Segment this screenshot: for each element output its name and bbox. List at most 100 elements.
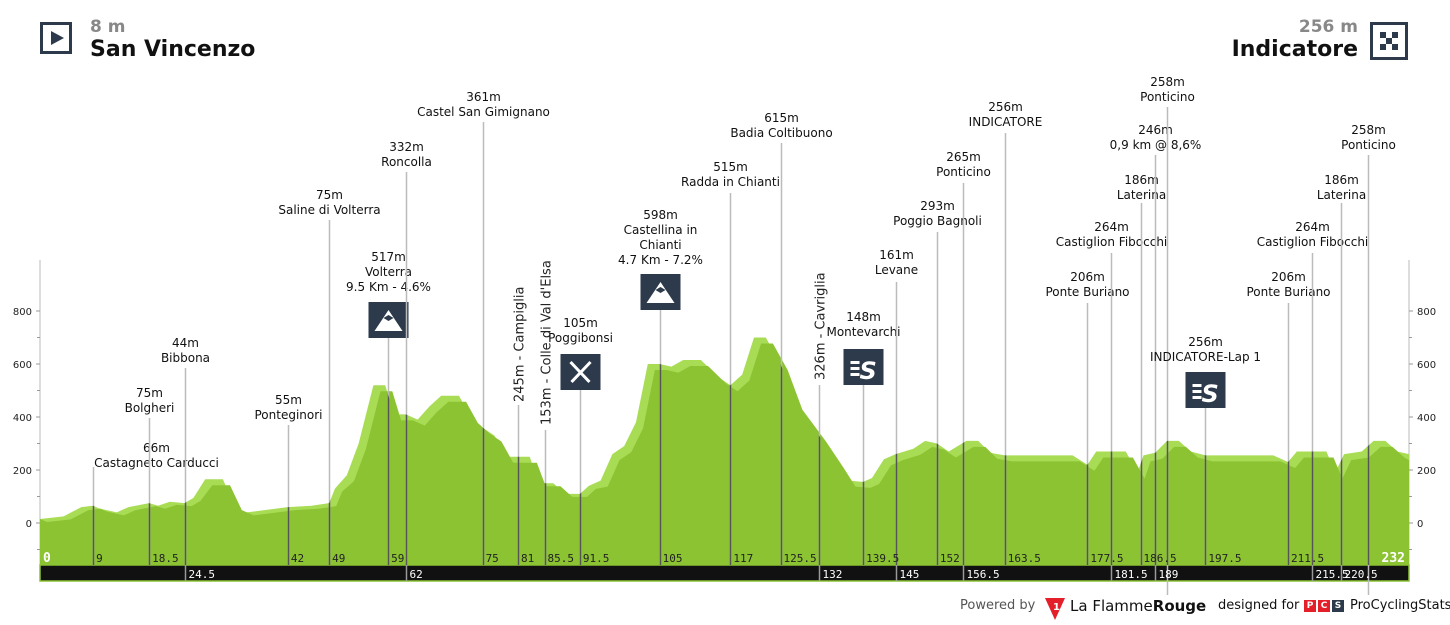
marker-label-elev: 598m [643, 208, 678, 222]
marker-label-elev: 161m [879, 248, 914, 262]
mountain-icon [640, 274, 681, 310]
km-label-top: 152 [940, 552, 960, 565]
marker-label-name: Volterra [365, 265, 412, 279]
marker-label-name: Saline di Volterra [278, 203, 380, 217]
pcs-logo: P C S [1304, 600, 1344, 612]
speed-line [850, 361, 860, 364]
km-label-top: 75 [486, 552, 499, 565]
km-label-top: 125.5 [784, 552, 817, 565]
marker-label-name: INDICATORE [969, 115, 1043, 129]
marker-label-elev: 515m [713, 160, 748, 174]
marker-label-name: Levane [875, 263, 918, 277]
feed-zone-icon [560, 354, 601, 390]
km-label-top: 85.5 [548, 552, 575, 565]
designed-for-label: designed for [1218, 598, 1300, 613]
icon-bg [1185, 372, 1226, 408]
mountain-snow [655, 287, 666, 293]
marker-label-elev: 256m [988, 100, 1023, 114]
km-label-bottom: 145 [900, 568, 920, 581]
marker-label-elev: 75m [316, 188, 343, 202]
y-tick-label-right: 800 [1417, 307, 1436, 318]
marker-label-elev: 55m [275, 393, 302, 407]
km-label-top: 18.5 [152, 552, 179, 565]
marker-label-name: Montevarchi [826, 325, 900, 339]
y-tick-label-left: 600 [13, 360, 32, 371]
km-label-top: 197.5 [1208, 552, 1241, 565]
y-tick-label-right: 400 [1417, 413, 1436, 424]
marker-label-name: Castagneto Carducci [94, 456, 219, 470]
brand-part-2: Rouge [1152, 597, 1207, 615]
km-label-bottom: 156.5 [967, 568, 1000, 581]
svg-text:1: 1 [1053, 602, 1060, 613]
marker-label-name: Poggio Bagnoli [893, 214, 982, 228]
sprint-icon: S [843, 349, 884, 385]
speed-line [1192, 390, 1202, 393]
marker-label-elev: 258m [1351, 123, 1386, 137]
marker-label-elev: 66m [143, 441, 170, 455]
marker-label-elev: 332m [389, 140, 424, 154]
sprint-s: S [1202, 380, 1219, 408]
marker-label-extra: 4.7 Km - 7.2% [618, 253, 703, 267]
marker-label-name: INDICATORE-Lap 1 [1150, 350, 1261, 364]
marker-label-name: Ponticino [936, 165, 991, 179]
y-tick-label-right: 600 [1417, 360, 1436, 371]
km-bar [39, 564, 1410, 582]
km-label-top: 177.5 [1090, 552, 1123, 565]
marker-label-name: Castel San Gimignano [417, 105, 550, 119]
marker-label-elev: 264m [1295, 220, 1330, 234]
km-label-top: 91.5 [583, 552, 610, 565]
marker-label-name: Radda in Chianti [681, 175, 780, 189]
speed-line [850, 373, 860, 376]
pcs-letter-p: P [1304, 600, 1316, 612]
flamme-rouge-logo-icon: 1 [1045, 598, 1065, 624]
pcs-letter-s: S [1332, 600, 1344, 612]
y-tick-label-right: 200 [1417, 466, 1436, 477]
marker-label-name: Castiglion Fibocchi [1056, 235, 1168, 249]
y-tick-label-left: 200 [13, 466, 32, 477]
marker-label-rotated: 326m - Cavriglia [814, 272, 829, 380]
marker-label-name2: Chianti [639, 238, 681, 252]
flamme-rouge-brand[interactable]: La FlammeRouge [1070, 597, 1206, 615]
speed-line [850, 367, 860, 370]
marker-label-name: Castellina in [624, 223, 698, 237]
marker-label-elev: 148m [846, 310, 881, 324]
brand-part-1: La Flamme [1070, 597, 1153, 615]
start-name: San Vincenzo [90, 37, 256, 62]
km-label-top: 105 [663, 552, 683, 565]
marker-label-name: Laterina [1117, 188, 1166, 202]
km-label-bottom: 24.5 [189, 568, 216, 581]
start-elevation: 8 m [90, 17, 126, 37]
marker-label-elev: 105m [563, 316, 598, 330]
play-start-icon [40, 22, 72, 54]
marker-label-name: Ponte Buriano [1045, 285, 1129, 299]
km-label-top: 186.5 [1144, 552, 1177, 565]
km-label-bottom: 132 [823, 568, 843, 581]
speed-line [1192, 384, 1202, 387]
mountain-icon [368, 302, 409, 338]
marker-label-rotated: 153m - Colle di Val d'Elsa [540, 260, 555, 425]
km-label-top: 42 [291, 552, 304, 565]
marker-label-name: Ponticino [1140, 90, 1195, 104]
procyclingstats-link[interactable]: ProCyclingStats [1350, 598, 1450, 613]
finish-name: Indicatore [1231, 37, 1358, 62]
marker-label-elev: 517m [371, 250, 406, 264]
km-label-top: 232 [1382, 551, 1405, 566]
marker-label-elev: 258m [1150, 75, 1185, 89]
km-label-bottom: 220.5 [1345, 568, 1378, 581]
marker-label-elev: 246m [1138, 123, 1173, 137]
fork [570, 360, 592, 384]
marker-label-name: Poggibonsi [548, 331, 613, 345]
marker-label-elev: 186m [1124, 173, 1159, 187]
y-tick-label-left: 400 [13, 413, 32, 424]
km-label-top: 59 [391, 552, 404, 565]
km-label-bottom: 215.5 [1316, 568, 1349, 581]
marker-label-elev: 264m [1094, 220, 1129, 234]
sprint-icon: S [1185, 372, 1226, 408]
marker-label-elev: 186m [1324, 173, 1359, 187]
marker-label-elev: 206m [1271, 270, 1306, 284]
km-label-bottom: 181.5 [1115, 568, 1148, 581]
finish-elevation: 256 m [1298, 17, 1358, 37]
profile-dark-area [40, 343, 1409, 565]
marker-label-name: Bibbona [161, 351, 210, 365]
km-label-bottom: 62 [410, 568, 423, 581]
